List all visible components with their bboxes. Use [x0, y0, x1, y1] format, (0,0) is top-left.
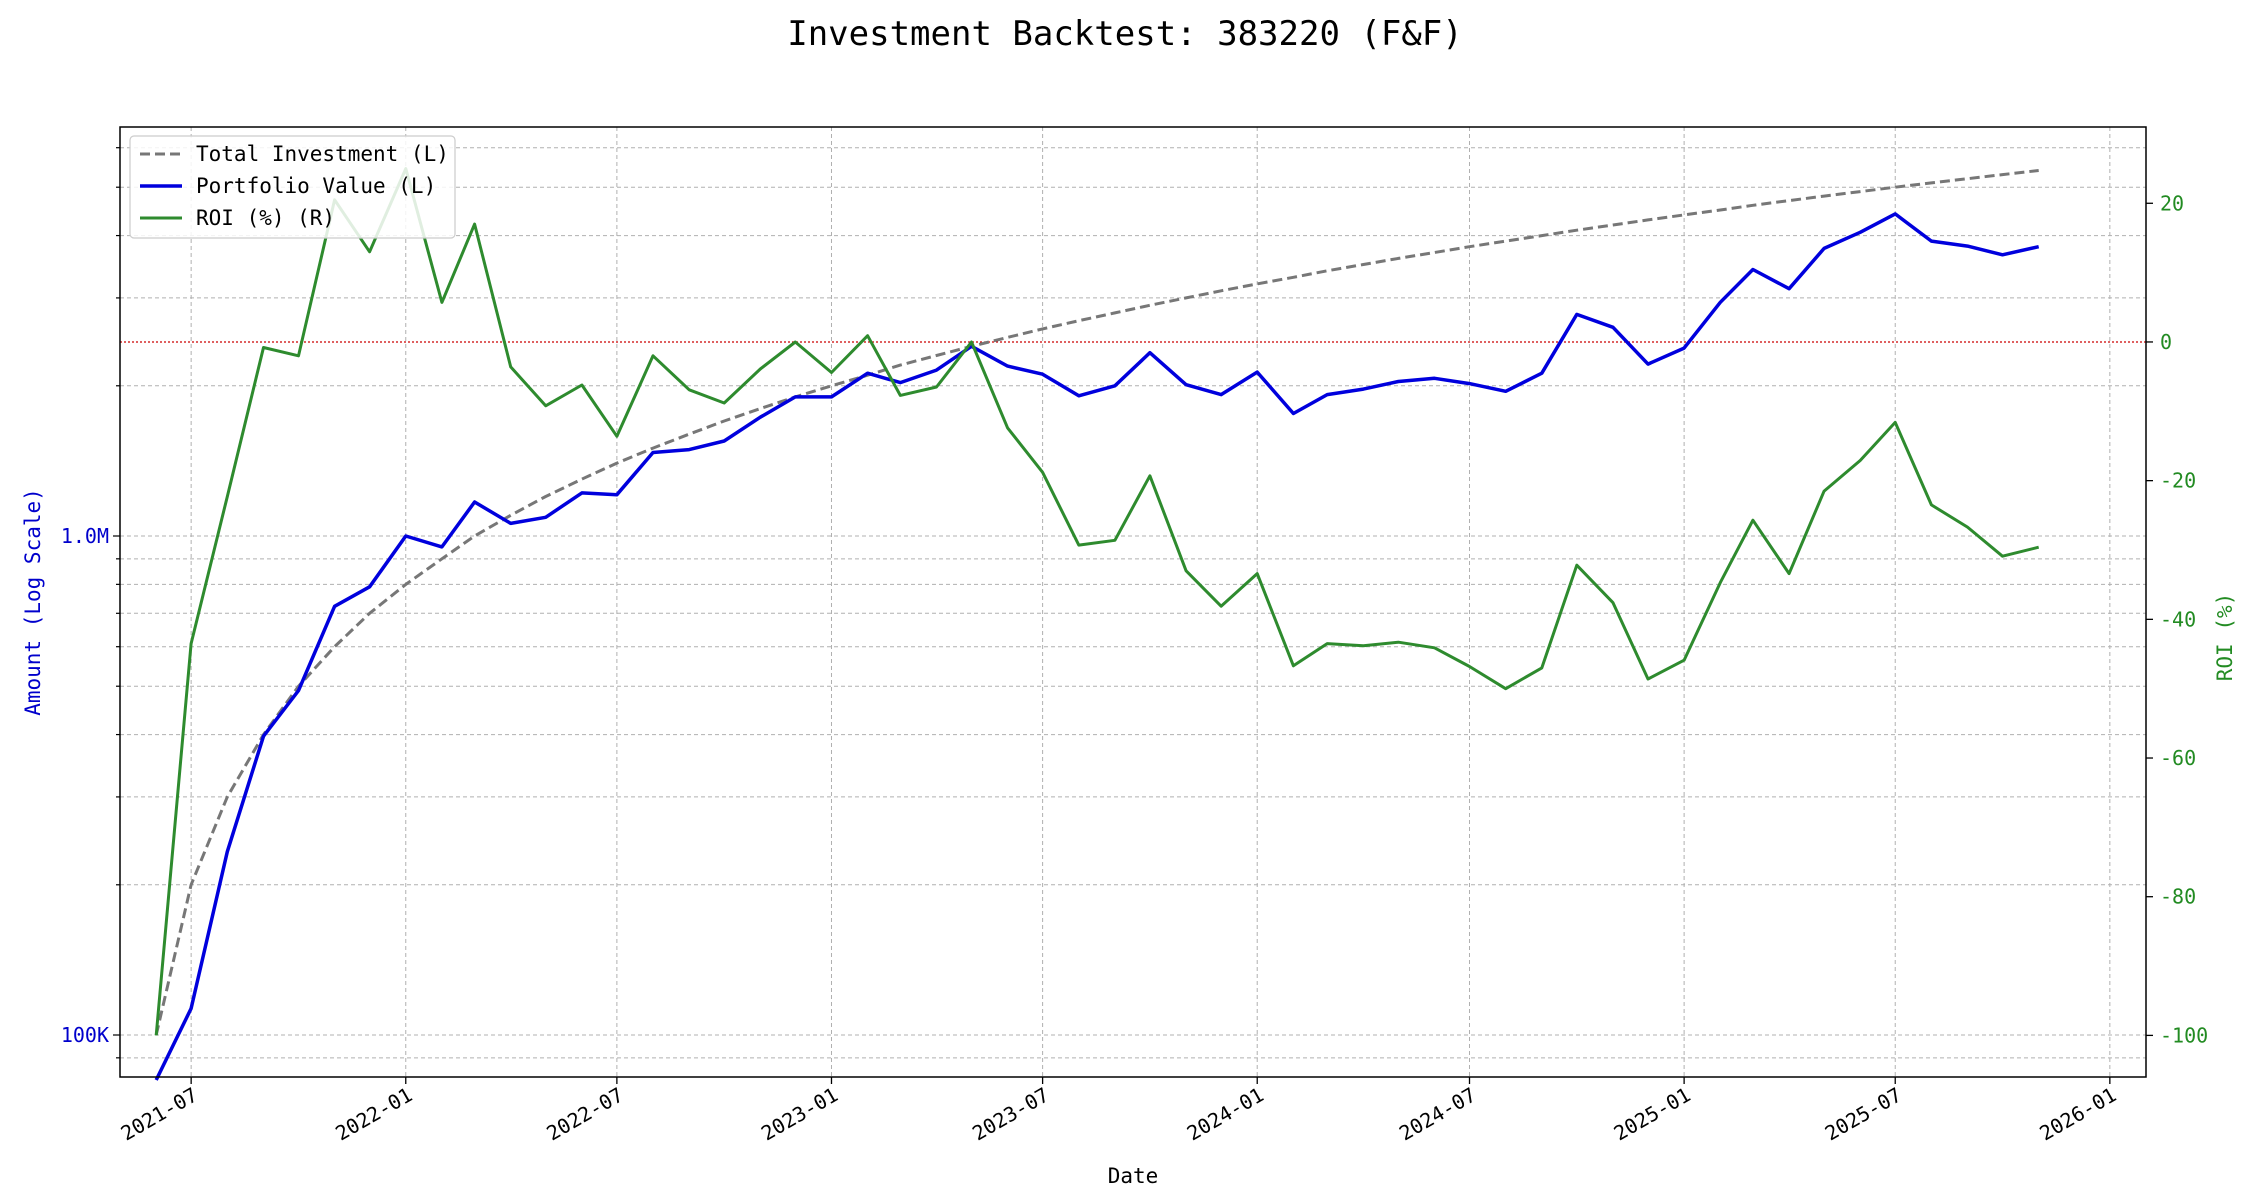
x-tick-label: 2024-01: [1183, 1083, 1268, 1146]
chart-title: Investment Backtest: 383220 (F&F): [787, 14, 1463, 54]
y-right-tick-label: -60: [2160, 746, 2196, 770]
x-tick-label: 2026-01: [2035, 1083, 2120, 1146]
y-axis-right-label: ROI (%): [2213, 593, 2237, 682]
y-axis-left-label: Amount (Log Scale): [21, 488, 45, 716]
y-axis-left: 100K 1.0M: [61, 147, 120, 1059]
y-right-tick-label: -20: [2160, 469, 2196, 493]
y-right-tick-label: 20: [2160, 191, 2184, 215]
x-tick-label: 2025-07: [1821, 1083, 1906, 1146]
legend-box: [129, 135, 456, 239]
x-axis-label: Date: [1108, 1164, 1159, 1188]
y-axis-right: 20 0 -20 -40 -60 -80 -100: [2146, 191, 2208, 1047]
x-axis: 2021-07 2022-01 2022-07 2023-01 2023-07 2024-…: [117, 1077, 2120, 1146]
y-right-tick-label: -100: [2160, 1023, 2208, 1047]
legend-label: ROI (%) (R): [196, 206, 335, 230]
series-line-1: [154, 169, 2039, 1036]
x-tick-label: 2022-01: [331, 1083, 416, 1146]
plot-frame: [119, 126, 2147, 1078]
series-line-2: [154, 212, 2040, 1081]
y-left-tick-label: 100K: [61, 1023, 109, 1047]
y-right-tick-label: -40: [2160, 607, 2196, 631]
legend-label: Portfolio Value (L): [196, 174, 436, 198]
y-left-tick-label: 1.0M: [61, 524, 109, 548]
x-tick-label: 2023-01: [757, 1083, 842, 1146]
legend: Total Investment (L) Portfolio Value (L) R…: [129, 135, 456, 239]
x-tick-label: 2025-01: [1610, 1083, 1695, 1146]
y-right-tick-label: -80: [2160, 885, 2196, 909]
x-tick-label: 2023-07: [968, 1083, 1053, 1146]
x-tick-label: 2021-07: [117, 1083, 202, 1146]
x-tick-label: 2022-07: [542, 1083, 627, 1146]
series-line-3: [154, 167, 2040, 1036]
grid-lines: [120, 127, 2146, 1077]
y-right-tick-label: 0: [2160, 330, 2172, 354]
legend-label: Total Investment (L): [196, 142, 449, 166]
x-tick-label: 2024-07: [1395, 1083, 1480, 1146]
series-lines: [154, 167, 2040, 1081]
